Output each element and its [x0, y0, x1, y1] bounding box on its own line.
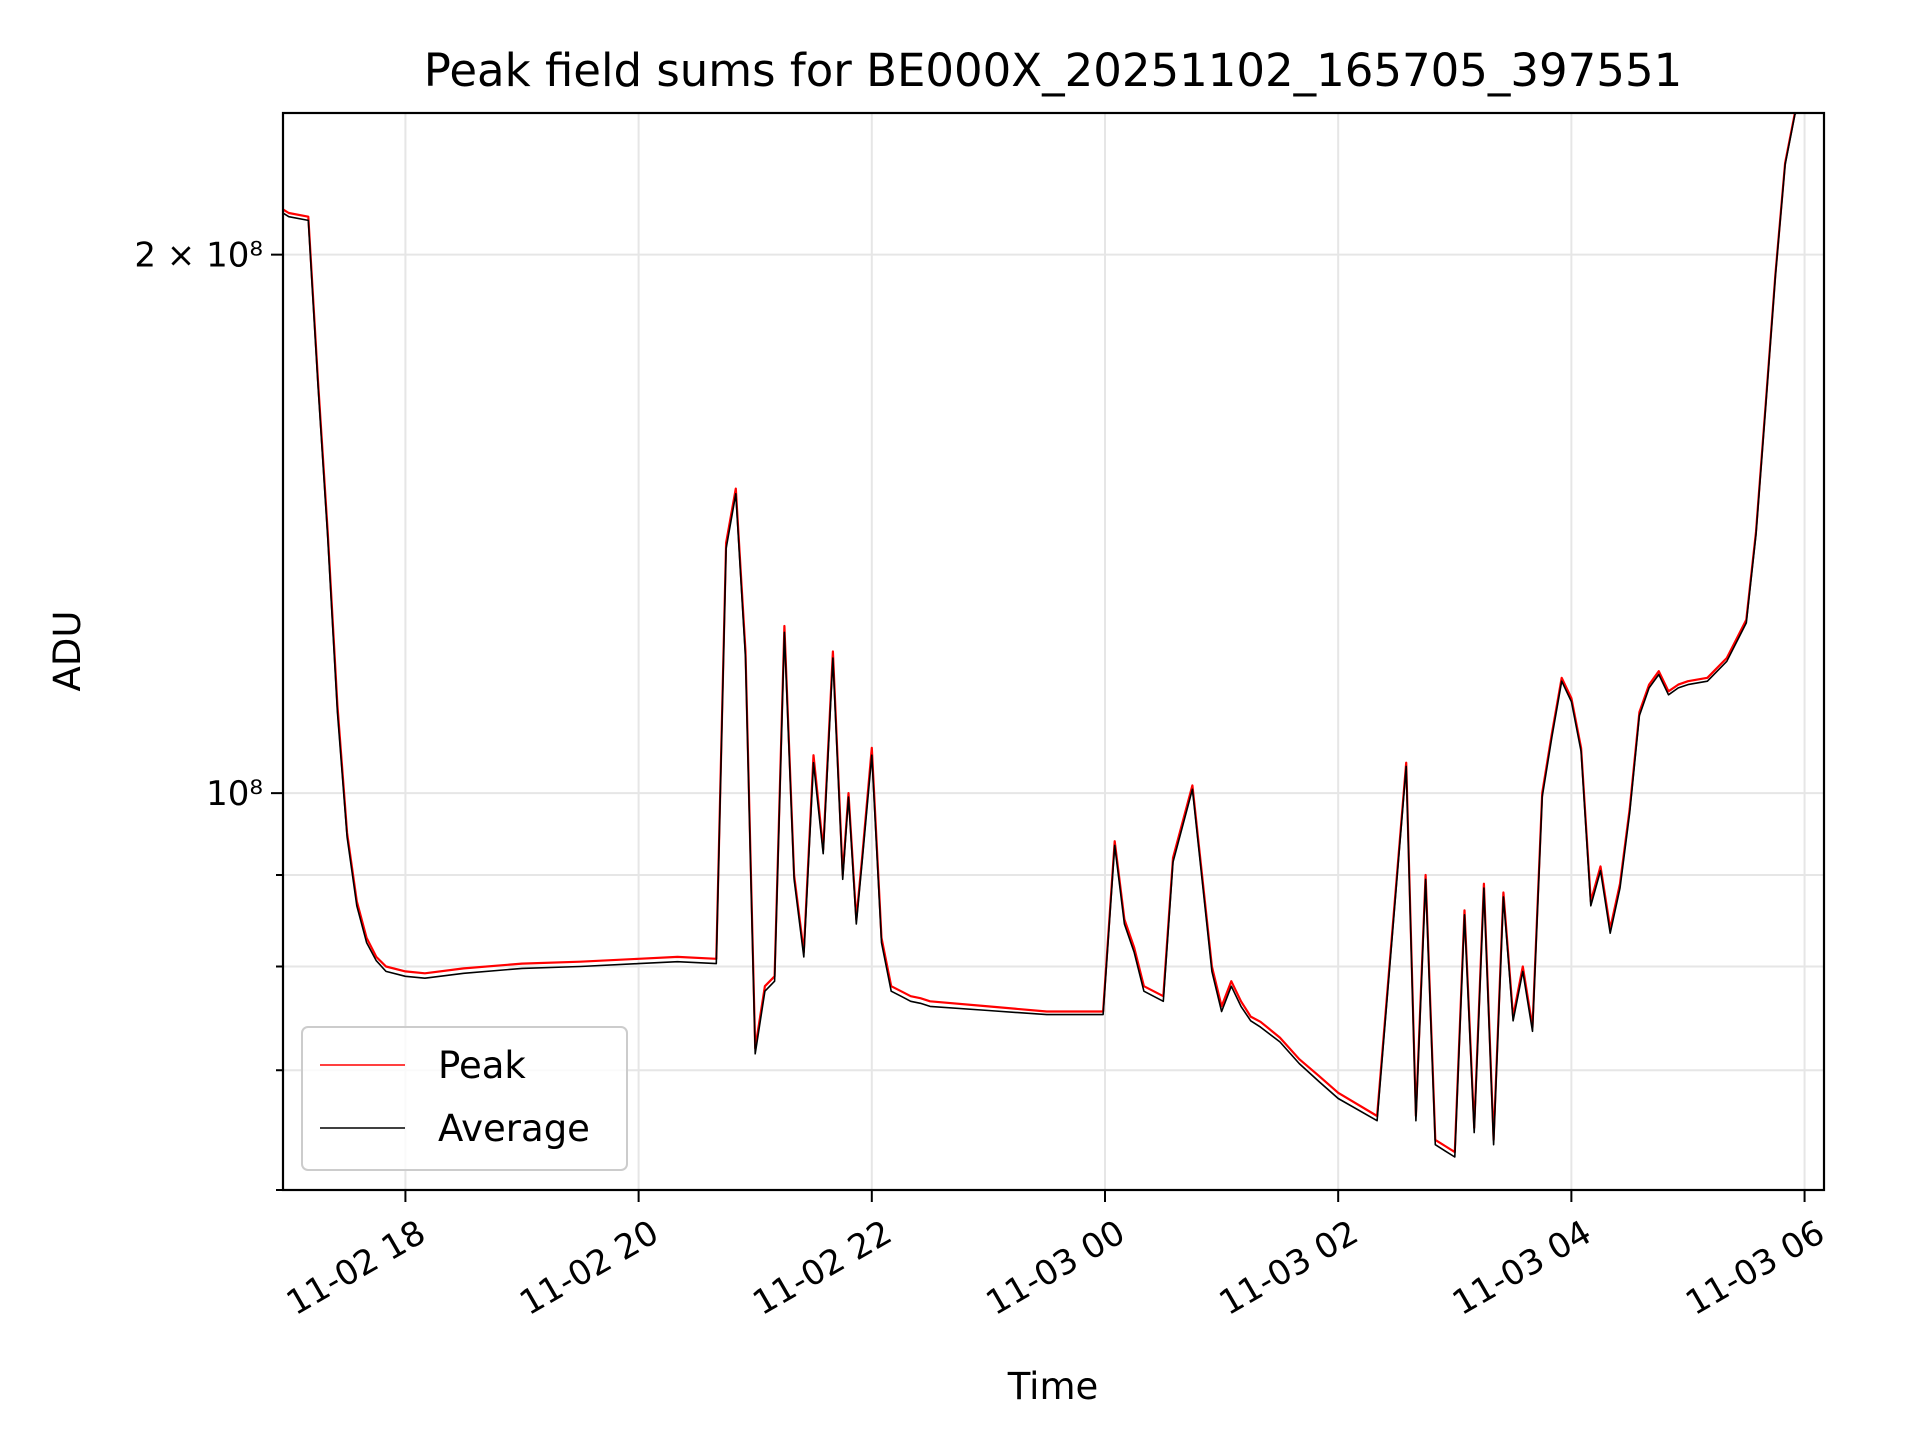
legend-label-peak: Peak — [438, 1044, 526, 1087]
plot-frame — [281, 111, 1826, 1192]
legend-box — [301, 1026, 628, 1171]
series-line-average — [283, 113, 1797, 1158]
y-tick-label: 10⁸ — [206, 774, 263, 814]
series-layer — [283, 113, 1797, 1158]
chart-title: Peak field sums for BE000X_20251102_1657… — [424, 44, 1682, 97]
y-tick-label: 2 × 10⁸ — [134, 236, 263, 276]
legend-label-average: Average — [438, 1107, 590, 1150]
y-axis-ticks: 2 × 10⁸ 10⁸ — [134, 236, 283, 1191]
y-axis-label: ADU — [46, 611, 89, 692]
legend: Peak Average — [301, 1026, 628, 1171]
x-axis-label: Time — [1007, 1365, 1099, 1408]
